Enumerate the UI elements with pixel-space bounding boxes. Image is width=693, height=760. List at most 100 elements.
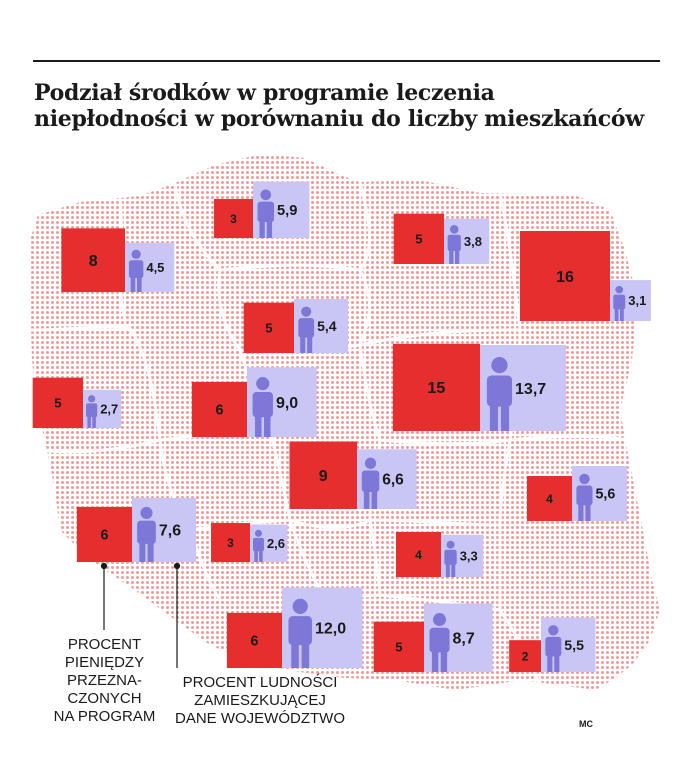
money-square [527, 476, 572, 521]
population-value: 12,0 [315, 621, 346, 638]
money-square [32, 377, 83, 428]
money-value: 5 [54, 396, 61, 411]
money-square [509, 640, 541, 672]
region-pair: 13,7 15 [392, 343, 566, 431]
money-square [393, 213, 444, 264]
region-pair: 3,85 [393, 213, 490, 264]
title-line-2: niepłodności w porównaniu do liczby mies… [34, 106, 644, 132]
legend-money-line: PIENIĘDZY [64, 654, 145, 671]
money-square [373, 621, 424, 672]
money-square [211, 523, 250, 562]
legend-money-line: PRZEZNA- [67, 672, 142, 689]
region-pair: 4,58 [61, 228, 175, 292]
region-pair: 2,63 [211, 523, 288, 562]
money-value: 4 [415, 548, 422, 562]
person-icon [576, 473, 593, 521]
population-value: 4,5 [146, 260, 164, 275]
money-square [396, 532, 441, 577]
person-icon [252, 377, 273, 437]
money-value: 4 [546, 492, 553, 506]
region-pair: 5,52 [509, 617, 596, 672]
person-icon [86, 395, 98, 428]
money-square [243, 302, 294, 353]
person-icon [298, 306, 315, 353]
region-pair: 9,06 [191, 367, 317, 437]
money-value: 16 [556, 269, 574, 286]
legend-money: PROCENT PIENIĘDZY PRZEZNA- CZONYCH NA PR… [32, 636, 177, 726]
legend-lines [100, 562, 181, 668]
population-value: 8,7 [453, 630, 475, 647]
author-credit: MC [579, 719, 593, 729]
chart-title: Podział środków w programie leczenia nie… [34, 80, 664, 132]
population-value: 2,6 [267, 536, 285, 551]
legend-money-line: CZONYCH [67, 690, 142, 707]
money-value: 6 [100, 528, 108, 544]
region-pair: 5,64 [527, 466, 627, 521]
region-pair: 3,1 16 [520, 231, 651, 321]
population-value: 3,1 [628, 293, 646, 308]
region-pair: 3,34 [396, 532, 484, 577]
money-square [61, 228, 125, 292]
money-value: 5 [415, 232, 422, 247]
legend-money-line: NA PROGRAM [53, 708, 156, 725]
person-icon [288, 598, 312, 668]
person-icon [128, 249, 144, 292]
population-value: 2,7 [100, 402, 118, 417]
legend-population-line: PROCENT LUDNOŚCI [182, 674, 338, 691]
region-pair: 2,75 [32, 377, 122, 428]
region-pair: 5,45 [243, 299, 348, 353]
money-square [520, 231, 610, 321]
population-value: 13,7 [515, 381, 546, 398]
money-value: 6 [215, 403, 223, 419]
region-pair: 5,93 [214, 181, 310, 238]
money-value: 8 [89, 253, 98, 270]
money-square [214, 199, 253, 238]
population-value: 7,6 [159, 523, 181, 540]
population-value: 3,8 [464, 234, 482, 249]
population-value: 5,4 [317, 318, 337, 334]
legend-population: PROCENT LUDNOŚCI ZAMIESZKUJĄCEJ DANE WOJ… [155, 674, 365, 728]
money-square [226, 612, 282, 668]
population-value: 5,5 [564, 638, 584, 654]
population-value: 5,9 [277, 203, 297, 219]
money-value: 3 [227, 536, 234, 550]
legend-money-line: PROCENT [67, 636, 142, 653]
population-value: 9,0 [276, 395, 298, 412]
money-value: 9 [319, 468, 328, 485]
population-value: 5,6 [595, 487, 615, 503]
money-legend-dot [100, 562, 108, 570]
money-value: 15 [428, 380, 446, 397]
region-pair: 8,75 [373, 603, 493, 672]
money-square [76, 506, 132, 562]
person-icon [429, 613, 450, 672]
legend-population-line: ZAMIESZKUJĄCEJ [194, 692, 326, 709]
title-line-1: Podział środków w programie leczenia [34, 80, 495, 106]
person-icon [444, 540, 457, 577]
population-value: 6,6 [382, 472, 404, 489]
person-icon [613, 285, 626, 321]
top-rule [33, 60, 660, 62]
person-icon [447, 225, 461, 264]
money-square [191, 381, 247, 437]
person-icon [486, 357, 513, 431]
person-icon [257, 189, 275, 238]
person-icon [545, 625, 562, 672]
money-value: 2 [522, 649, 529, 663]
money-value: 5 [395, 640, 402, 655]
money-square [289, 441, 357, 509]
region-pair: 6,69 [289, 441, 417, 509]
person-icon [361, 457, 380, 509]
region-pair: 12,06 [226, 587, 363, 668]
legend-population-line: DANE WOJEWÓDZTWO [175, 710, 345, 727]
population-legend-dot [173, 562, 181, 570]
money-value: 6 [250, 634, 258, 650]
money-square [392, 343, 480, 431]
region-pair: 7,66 [76, 497, 197, 562]
money-value: 5 [265, 321, 272, 336]
person-icon [252, 529, 264, 562]
person-icon [137, 506, 156, 562]
population-value: 3,3 [460, 549, 478, 564]
money-value: 3 [230, 212, 237, 226]
